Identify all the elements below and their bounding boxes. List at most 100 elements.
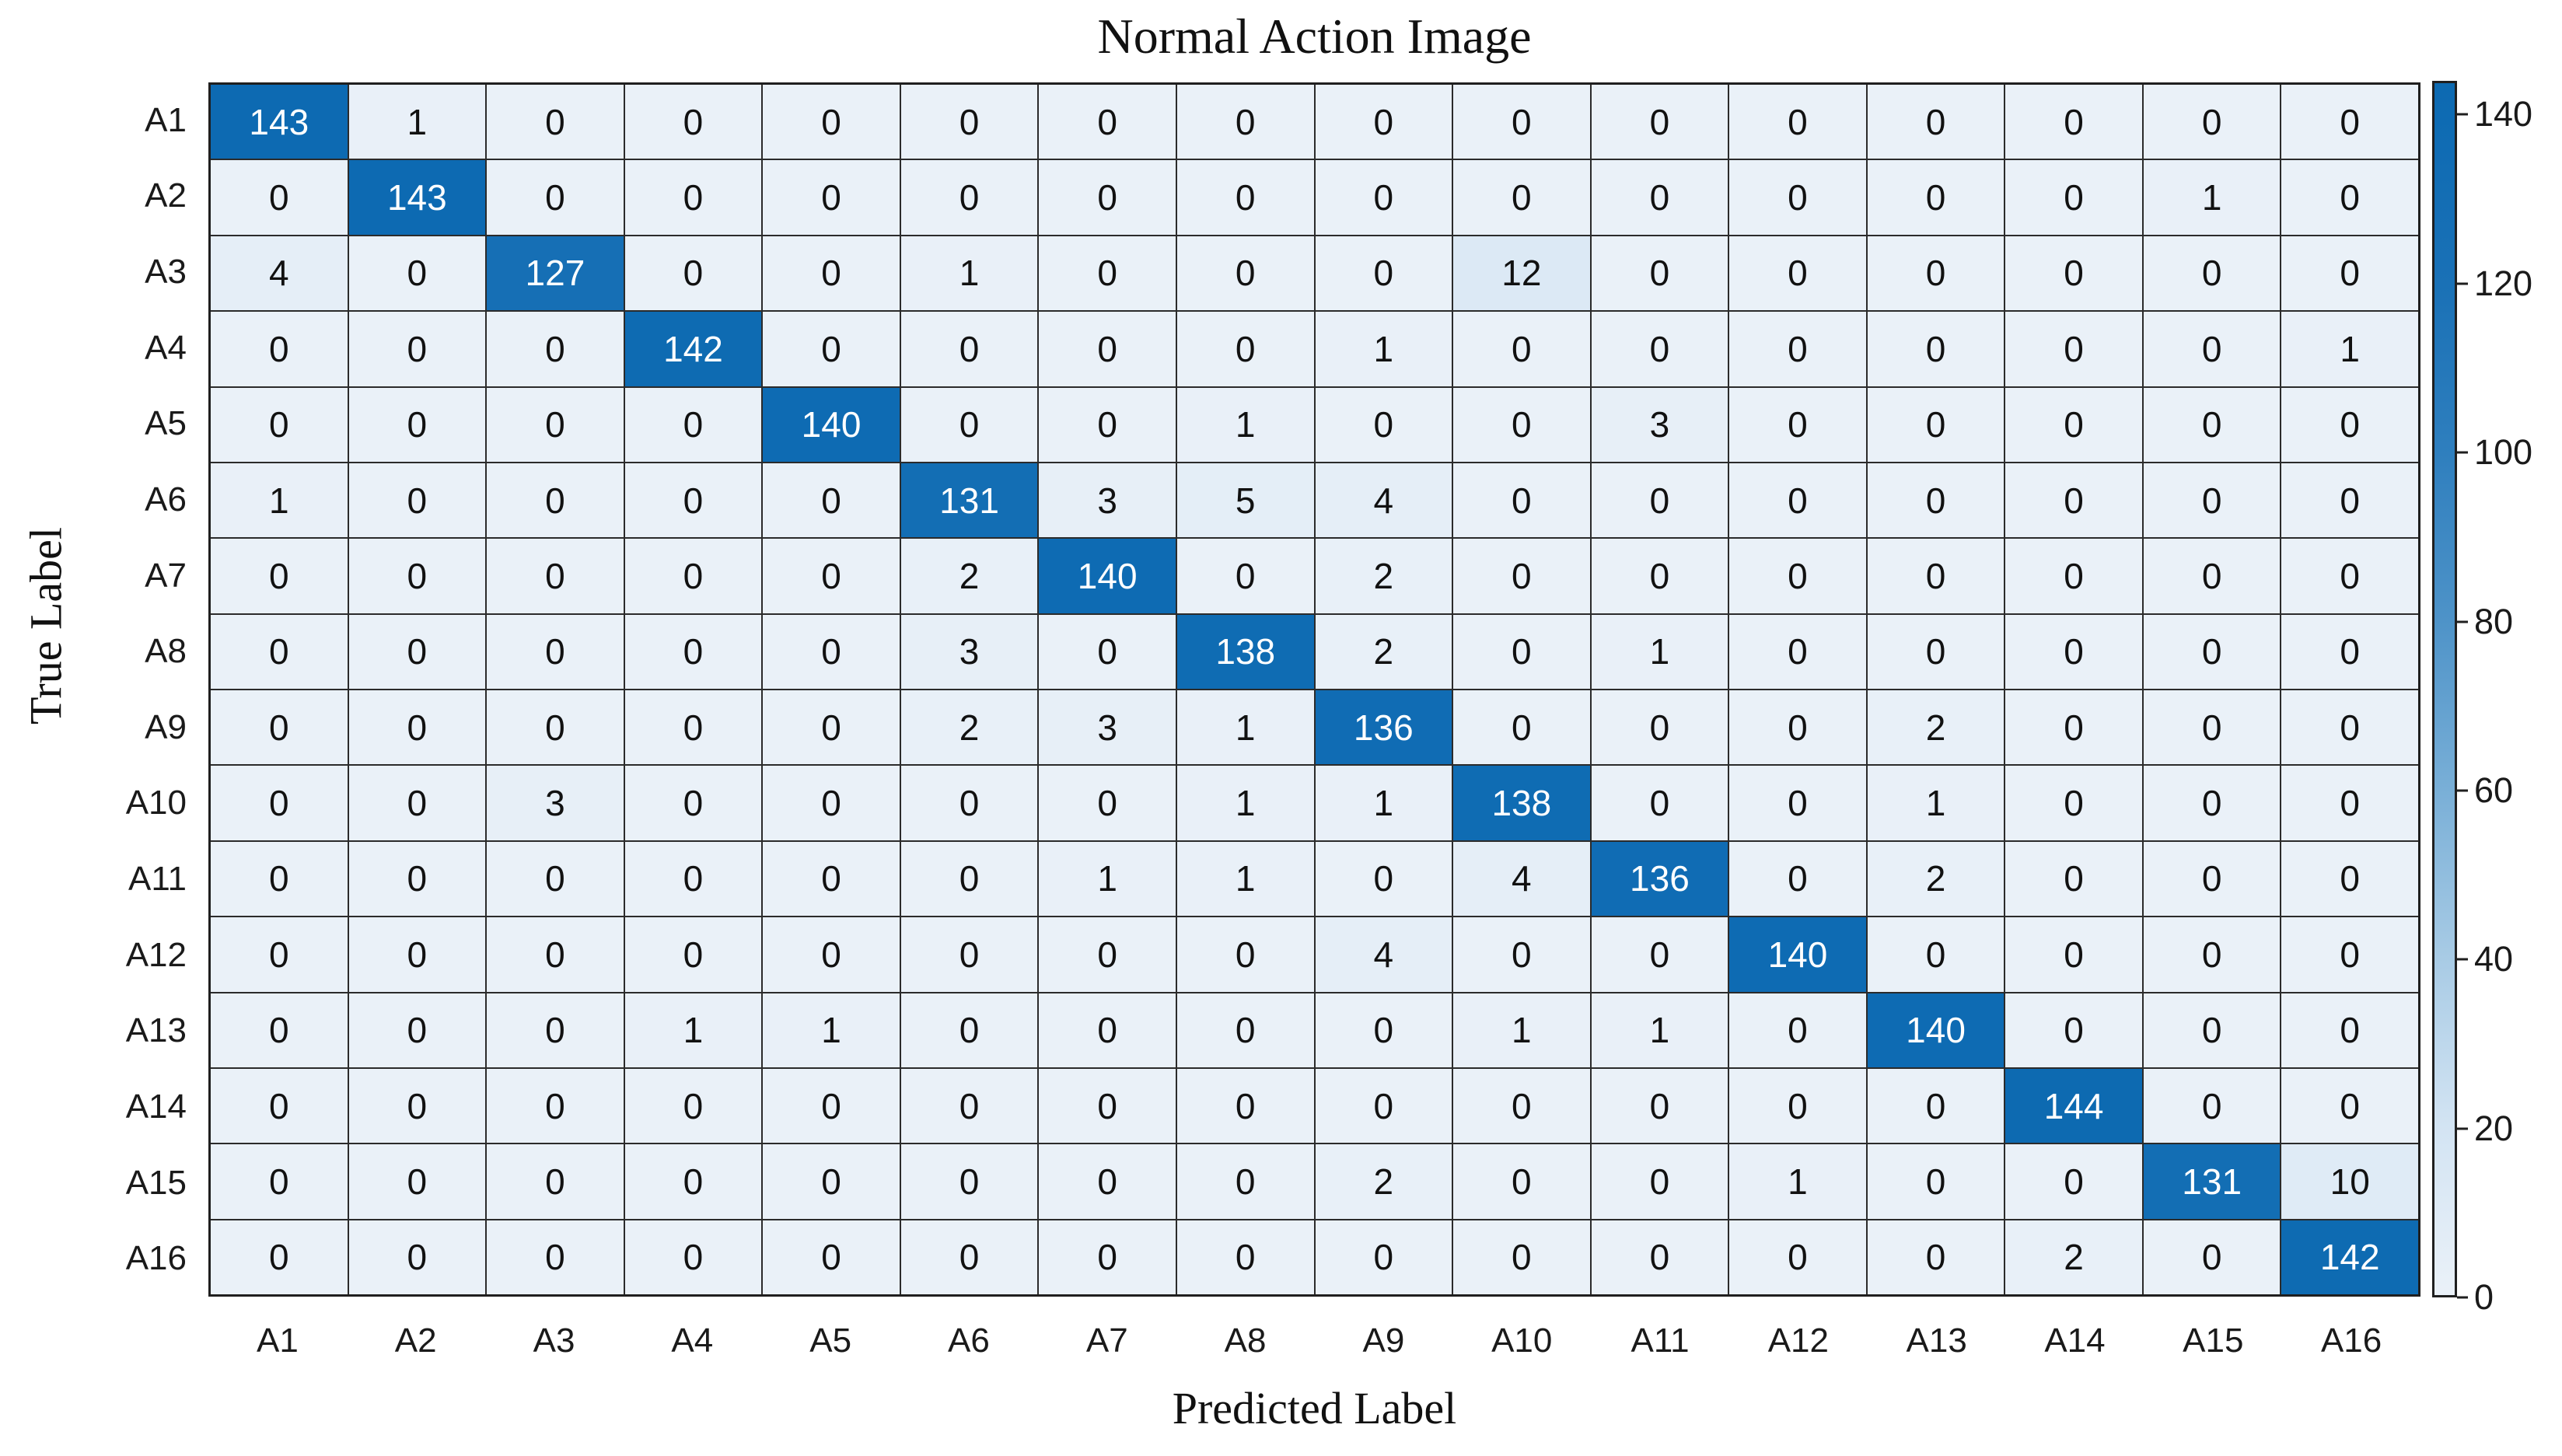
matrix-cell-A12-A5: 0 (763, 917, 900, 992)
matrix-cell-A13-A16: 0 (2281, 993, 2418, 1067)
matrix-cell-A9-A8: 1 (1176, 690, 1314, 765)
matrix-cell-A8-A3: 0 (487, 614, 624, 689)
colorbar-tick-label-0: 0 (2474, 1277, 2494, 1317)
matrix-cell-A6-A16: 0 (2281, 463, 2418, 538)
matrix-cell-A3-A3: 127 (487, 236, 624, 311)
matrix-cell-A6-A10: 0 (1453, 463, 1590, 538)
x-tick-label-A14: A14 (2044, 1322, 2106, 1360)
matrix-cell-A4-A6: 0 (900, 312, 1038, 386)
matrix-cell-A13-A1: 0 (211, 993, 348, 1067)
matrix-cell-A16-A2: 0 (348, 1220, 486, 1294)
x-tick-label-A6: A6 (948, 1322, 990, 1360)
colorbar-tick-mark-60 (2457, 789, 2468, 792)
matrix-cell-A3-A14: 0 (2005, 236, 2142, 311)
matrix-cell-A5-A10: 0 (1453, 387, 1590, 462)
matrix-cell-A13-A8: 0 (1176, 993, 1314, 1067)
matrix-cell-A3-A11: 0 (1591, 236, 1728, 311)
matrix-cell-A4-A12: 0 (1729, 312, 1866, 386)
matrix-cell-A8-A11: 1 (1591, 614, 1728, 689)
x-tick-label-A16: A16 (2320, 1322, 2382, 1360)
colorbar-tick-mark-120 (2457, 282, 2468, 285)
matrix-cell-A7-A14: 0 (2005, 539, 2142, 613)
matrix-cell-A14-A7: 0 (1039, 1068, 1176, 1144)
matrix-cell-A16-A7: 0 (1039, 1220, 1176, 1294)
matrix-cell-A16-A8: 0 (1176, 1220, 1314, 1294)
matrix-cell-A13-A14: 0 (2005, 993, 2142, 1067)
matrix-cell-A15-A4: 0 (624, 1144, 762, 1219)
matrix-cell-A13-A6: 0 (900, 993, 1038, 1067)
x-axis-label: Predicted Label (1172, 1383, 1457, 1433)
matrix-cell-A16-A6: 0 (900, 1220, 1038, 1294)
matrix-cell-A16-A14: 2 (2005, 1220, 2142, 1294)
matrix-cell-A4-A9: 1 (1315, 312, 1452, 386)
matrix-cell-A5-A3: 0 (487, 387, 624, 462)
matrix-cell-A2-A1: 0 (211, 160, 348, 235)
matrix-cell-A1-A5: 0 (763, 85, 900, 159)
matrix-cell-A7-A12: 0 (1729, 539, 1866, 613)
matrix-cell-A6-A14: 0 (2005, 463, 2142, 538)
matrix-cell-A11-A7: 1 (1039, 841, 1176, 917)
matrix-cell-A6-A3: 0 (487, 463, 624, 538)
y-tick-label-A10: A10 (125, 784, 187, 822)
matrix-cell-A12-A14: 0 (2005, 917, 2142, 992)
x-tick-label-A11: A11 (1631, 1322, 1690, 1360)
matrix-cell-A9-A3: 0 (487, 690, 624, 765)
matrix-cell-A7-A3: 0 (487, 539, 624, 613)
matrix-cell-A16-A10: 0 (1453, 1220, 1590, 1294)
matrix-cell-A1-A13: 0 (1867, 85, 2005, 159)
matrix-cell-A2-A6: 0 (900, 160, 1038, 235)
matrix-cell-A10-A10: 138 (1453, 766, 1590, 840)
heatmap-grid: 143 1 0 0 0 0 0 0 0 0 0 0 0 0 0 0 0 143 0 0 0 0 0 0 0 0 0 0 0 0 1 0 4 0 12… (208, 82, 2420, 1297)
matrix-cell-A13-A12: 0 (1729, 993, 1866, 1067)
matrix-cell-A1-A11: 0 (1591, 85, 1728, 159)
matrix-cell-A9-A6: 2 (900, 690, 1038, 765)
matrix-cell-A16-A5: 0 (763, 1220, 900, 1294)
matrix-cell-A4-A4: 142 (624, 312, 762, 386)
matrix-cell-A1-A2: 1 (348, 85, 486, 159)
matrix-cell-A9-A1: 0 (211, 690, 348, 765)
matrix-cell-A10-A6: 0 (900, 766, 1038, 840)
matrix-cell-A6-A13: 0 (1867, 463, 2005, 538)
x-tick-label-A2: A2 (394, 1322, 437, 1360)
y-tick-label-A12: A12 (125, 935, 187, 974)
matrix-cell-A6-A11: 0 (1591, 463, 1728, 538)
matrix-cell-A4-A13: 0 (1867, 312, 2005, 386)
matrix-cell-A2-A13: 0 (1867, 160, 2005, 235)
matrix-cell-A1-A12: 0 (1729, 85, 1866, 159)
matrix-cell-A1-A10: 0 (1453, 85, 1590, 159)
y-tick-label-A2: A2 (145, 176, 187, 215)
matrix-cell-A7-A16: 0 (2281, 539, 2418, 613)
y-tick-label-A4: A4 (145, 328, 187, 367)
matrix-cell-A15-A15: 131 (2143, 1144, 2281, 1219)
matrix-cell-A4-A16: 1 (2281, 312, 2418, 386)
matrix-cell-A5-A8: 1 (1176, 387, 1314, 462)
matrix-cell-A14-A12: 0 (1729, 1068, 1866, 1144)
x-tick-label-A7: A7 (1085, 1322, 1128, 1360)
matrix-cell-A13-A7: 0 (1039, 993, 1176, 1067)
matrix-cell-A15-A10: 0 (1453, 1144, 1590, 1219)
x-tick-label-A12: A12 (1767, 1322, 1829, 1360)
x-tick-label-A3: A3 (533, 1322, 575, 1360)
matrix-cell-A10-A9: 1 (1315, 766, 1452, 840)
matrix-cell-A15-A5: 0 (763, 1144, 900, 1219)
matrix-cell-A14-A9: 0 (1315, 1068, 1452, 1144)
matrix-cell-A2-A2: 143 (348, 160, 486, 235)
colorbar-tick-label-60: 60 (2474, 770, 2514, 810)
x-tick-label-A15: A15 (2183, 1322, 2244, 1360)
matrix-cell-A5-A11: 3 (1591, 387, 1728, 462)
matrix-cell-A3-A16: 0 (2281, 236, 2418, 311)
matrix-cell-A1-A6: 0 (900, 85, 1038, 159)
x-tick-label-A10: A10 (1491, 1322, 1553, 1360)
matrix-cell-A5-A15: 0 (2143, 387, 2281, 462)
matrix-cell-A9-A15: 0 (2143, 690, 2281, 765)
matrix-cell-A2-A14: 0 (2005, 160, 2142, 235)
x-tick-label-A4: A4 (671, 1322, 714, 1360)
colorbar-tick-label-20: 20 (2474, 1108, 2514, 1148)
matrix-cell-A9-A12: 0 (1729, 690, 1866, 765)
matrix-cell-A7-A15: 0 (2143, 539, 2281, 613)
y-tick-label-A11: A11 (128, 860, 187, 899)
colorbar-tick-mark-100 (2457, 451, 2468, 454)
matrix-cell-A11-A14: 0 (2005, 841, 2142, 917)
matrix-cell-A6-A6: 131 (900, 463, 1038, 538)
